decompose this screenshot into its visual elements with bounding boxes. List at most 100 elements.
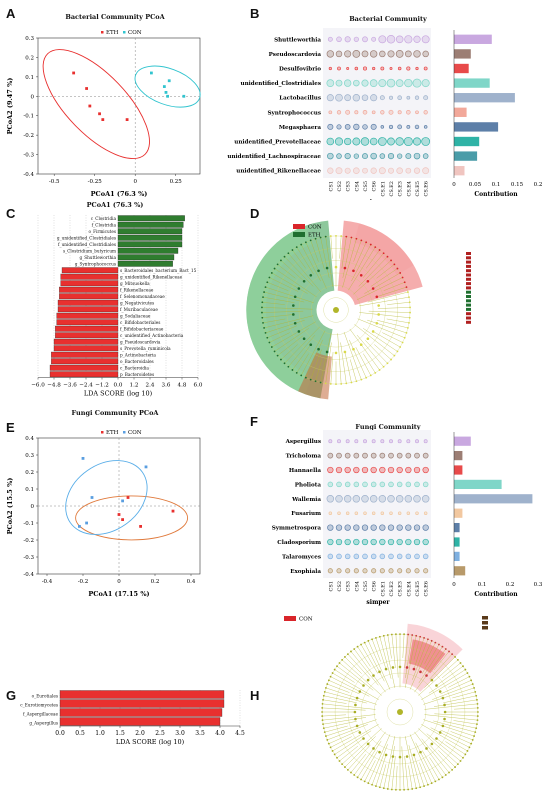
taxonomy-ring	[323, 297, 349, 323]
lda-bar-label: f_Aspergillaceae	[23, 711, 58, 716]
legend-swatch-taxon	[466, 307, 471, 311]
panel-letter: C	[6, 206, 16, 221]
tree-branch	[375, 754, 387, 787]
tree-branch	[284, 256, 314, 287]
bubble	[406, 95, 411, 100]
tree-branch	[323, 717, 367, 725]
lda-bar	[60, 280, 119, 287]
tree-node	[399, 789, 401, 791]
legend-marker-con	[123, 431, 126, 434]
tree-node	[382, 787, 385, 790]
contribution-bar	[454, 34, 492, 44]
bubble	[336, 110, 342, 115]
tree-branch	[387, 635, 392, 659]
bubble	[395, 50, 404, 58]
tree-branch	[414, 648, 446, 693]
bubble	[353, 153, 359, 159]
tree-branch	[271, 272, 308, 294]
tree-node	[405, 331, 408, 334]
bubble	[328, 110, 333, 115]
taxon-label: Lactobacillus	[279, 96, 321, 102]
bubble-plot-fungi: Aspergillus Tricholoma Hannaella Pholiota Wa…	[272, 430, 543, 606]
bubble	[414, 452, 420, 459]
tree-branch	[435, 666, 464, 687]
tree-branch	[376, 320, 408, 329]
tree-node	[401, 276, 404, 279]
bubble	[344, 553, 351, 560]
tree-node	[470, 679, 473, 682]
lda-bar	[117, 221, 184, 228]
data-point	[164, 91, 168, 94]
x-tick-label: 0.4	[187, 579, 196, 585]
tree-branch	[379, 636, 392, 679]
bubble	[387, 153, 395, 160]
bubble	[415, 439, 419, 444]
lda-bar	[59, 717, 221, 726]
tree-node	[329, 746, 332, 749]
bubble	[378, 79, 387, 88]
tree-node	[393, 263, 396, 266]
tree-node	[297, 330, 301, 333]
tree-node	[292, 304, 295, 307]
x-axis-label: simper	[366, 599, 390, 606]
tree-branch	[445, 741, 466, 755]
tree-node	[435, 737, 438, 740]
contribution-bar	[454, 93, 515, 103]
bubble	[396, 481, 403, 488]
bubble	[421, 79, 430, 88]
tree-branch	[378, 307, 411, 309]
contribution-label: Contribution	[474, 191, 518, 198]
tree-node	[415, 634, 418, 637]
legend-swatch-con	[284, 616, 296, 621]
bubble	[387, 495, 395, 503]
bubble	[395, 79, 404, 87]
tree-branch	[334, 730, 372, 755]
lda-bar	[53, 345, 119, 352]
tree-node	[262, 296, 264, 299]
tree-node	[360, 778, 362, 781]
lda-bar	[55, 332, 119, 339]
x-axis-label: LDA SCORE (log 10)	[116, 738, 185, 746]
tree-node	[398, 665, 402, 669]
tree-branch	[429, 653, 453, 680]
tree-node	[314, 380, 317, 383]
y-axis-label: PCoA2 (9.47 %)	[6, 78, 14, 135]
tree-node	[468, 746, 471, 749]
tree-node	[300, 243, 303, 246]
tree-node	[300, 374, 303, 377]
tree-node	[322, 694, 325, 697]
data-point	[144, 465, 148, 469]
tree-branch	[344, 736, 376, 768]
tree-branch	[284, 326, 320, 364]
tree-node	[344, 766, 346, 768]
y-tick-label: -0.3	[23, 153, 34, 159]
tree-branch	[367, 319, 407, 334]
bubble	[422, 50, 429, 58]
tree-node	[319, 236, 322, 239]
tree-node	[441, 776, 444, 779]
bubble	[326, 50, 335, 58]
tree-node	[295, 371, 298, 374]
tree-node	[321, 711, 323, 713]
tree-node	[338, 760, 341, 762]
tree-node	[476, 698, 478, 701]
contribution-bar	[454, 63, 469, 74]
tree-node	[425, 674, 428, 677]
bubble	[388, 124, 394, 129]
tree-branch	[339, 745, 359, 762]
tree-branch	[432, 683, 473, 700]
bubble	[354, 439, 359, 444]
legend-swatch-taxon	[466, 282, 471, 286]
lda-bar	[59, 293, 119, 300]
contribution-tick: 0	[452, 582, 456, 588]
bubble	[343, 79, 352, 87]
bubble	[335, 524, 343, 531]
legend-marker-eth	[101, 31, 104, 34]
panel-title: Bacterial Community	[349, 15, 427, 23]
sample-label: CS.E2	[389, 181, 395, 197]
bubble	[397, 95, 402, 101]
tree-node	[343, 350, 347, 354]
tree-branch	[352, 242, 367, 272]
tree-node	[355, 724, 359, 728]
bubble	[360, 137, 370, 146]
